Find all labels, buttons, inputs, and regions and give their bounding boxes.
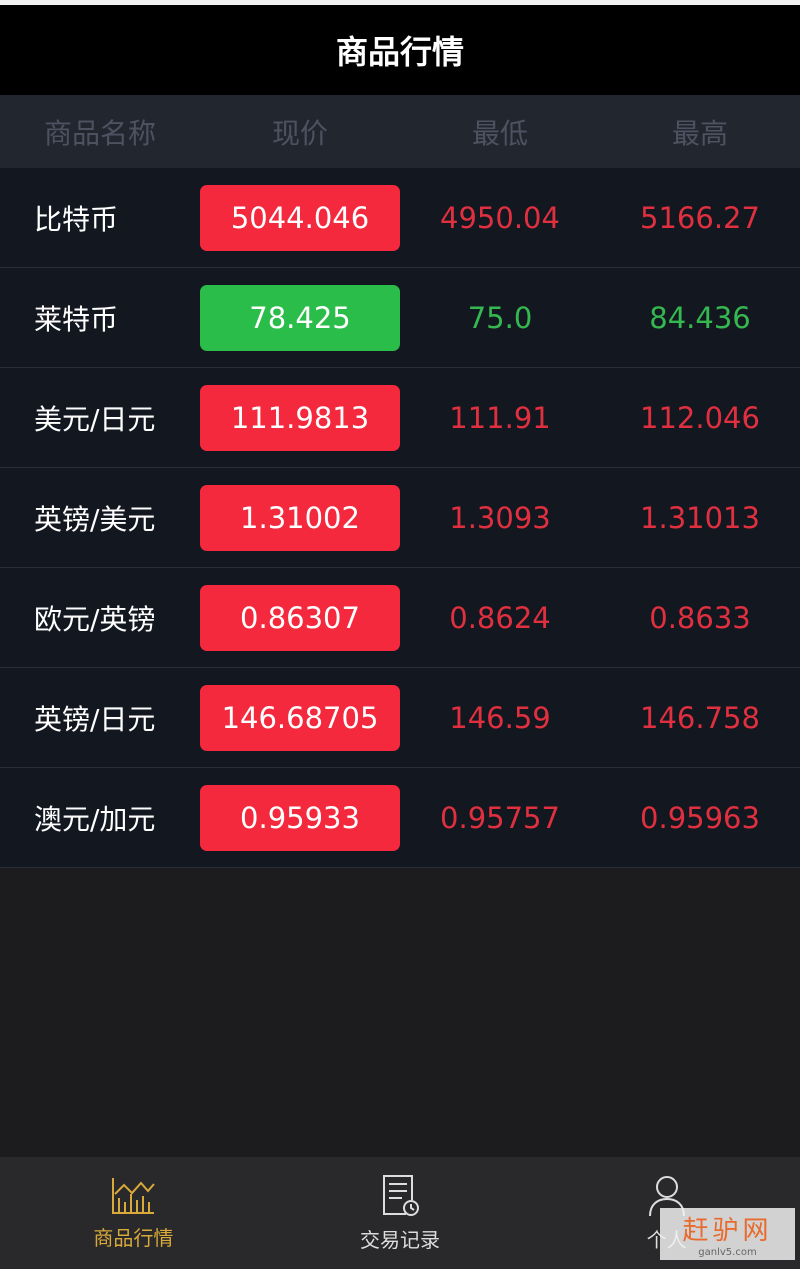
low-price: 146.59 xyxy=(449,700,551,735)
chart-icon xyxy=(112,1177,156,1214)
page-header: 商品行情 xyxy=(0,5,800,95)
current-price[interactable]: 1.31002 xyxy=(200,484,400,551)
status-strip xyxy=(0,0,800,5)
quote-row[interactable]: 英镑/日元 146.68705 146.59 146.758 xyxy=(0,668,800,768)
low-price: 0.95757 xyxy=(440,800,560,835)
high-price: 146.758 xyxy=(640,700,760,735)
quote-row[interactable]: 英镑/美元 1.31002 1.3093 1.31013 xyxy=(0,468,800,568)
commodity-name: 比特币 xyxy=(34,202,119,236)
current-price[interactable]: 5044.046 xyxy=(200,184,400,251)
quote-row[interactable]: 欧元/英镑 0.86307 0.8624 0.8633 xyxy=(0,568,800,668)
high-price: 1.31013 xyxy=(640,500,760,535)
column-low: 最低 xyxy=(471,116,528,150)
low-price: 0.8624 xyxy=(449,600,551,635)
high-price: 0.8633 xyxy=(649,600,751,635)
quote-row[interactable]: 澳元/加元 0.95933 0.95757 0.95963 xyxy=(0,768,800,868)
page-title: 商品行情 xyxy=(335,33,464,71)
commodity-name: 澳元/加元 xyxy=(34,802,156,836)
watermark-title: 赶驴网 xyxy=(682,1216,773,1246)
column-high: 最高 xyxy=(671,116,728,150)
user-icon xyxy=(648,1175,685,1216)
low-price: 75.0 xyxy=(467,300,533,335)
nav-market-label: 商品行情 xyxy=(93,1225,174,1250)
low-price: 1.3093 xyxy=(449,500,551,535)
quote-row[interactable]: 美元/日元 111.9813 111.91 112.046 xyxy=(0,368,800,468)
commodity-name: 美元/日元 xyxy=(34,402,156,436)
current-price[interactable]: 78.425 xyxy=(200,284,400,351)
nav-trade-records-label: 交易记录 xyxy=(360,1227,440,1252)
current-price[interactable]: 0.86307 xyxy=(200,584,400,651)
watermark-url: ganlv5.com xyxy=(698,1247,757,1258)
table-header: 商品名称 现价 最低 最高 xyxy=(0,95,800,168)
low-price: 4950.04 xyxy=(440,200,560,235)
nav-trade-records[interactable]: 交易记录 xyxy=(267,1157,534,1269)
high-price: 112.046 xyxy=(640,400,760,435)
commodity-name: 英镑/美元 xyxy=(34,502,156,536)
watermark: 赶驴网 ganlv5.com xyxy=(660,1208,795,1260)
quote-row[interactable]: 比特币 5044.046 4950.04 5166.27 xyxy=(0,168,800,268)
document-clock-icon xyxy=(383,1174,419,1216)
current-price[interactable]: 111.9813 xyxy=(200,384,400,451)
quote-list: 比特币 5044.046 4950.04 5166.27 莱特币 78.425 7… xyxy=(0,168,800,868)
high-price: 5166.27 xyxy=(640,200,760,235)
high-price: 84.436 xyxy=(649,300,751,335)
high-price: 0.95963 xyxy=(640,800,760,835)
commodity-name: 欧元/英镑 xyxy=(34,602,156,636)
commodity-name: 英镑/日元 xyxy=(34,702,156,736)
current-price[interactable]: 146.68705 xyxy=(200,684,400,751)
nav-market[interactable]: 商品行情 xyxy=(0,1157,267,1269)
low-price: 111.91 xyxy=(449,400,551,435)
commodity-name: 莱特币 xyxy=(34,302,119,336)
current-price[interactable]: 0.95933 xyxy=(200,784,400,851)
column-price: 现价 xyxy=(271,116,328,150)
column-name: 商品名称 xyxy=(43,116,156,150)
quote-row[interactable]: 莱特币 78.425 75.0 84.436 xyxy=(0,268,800,368)
